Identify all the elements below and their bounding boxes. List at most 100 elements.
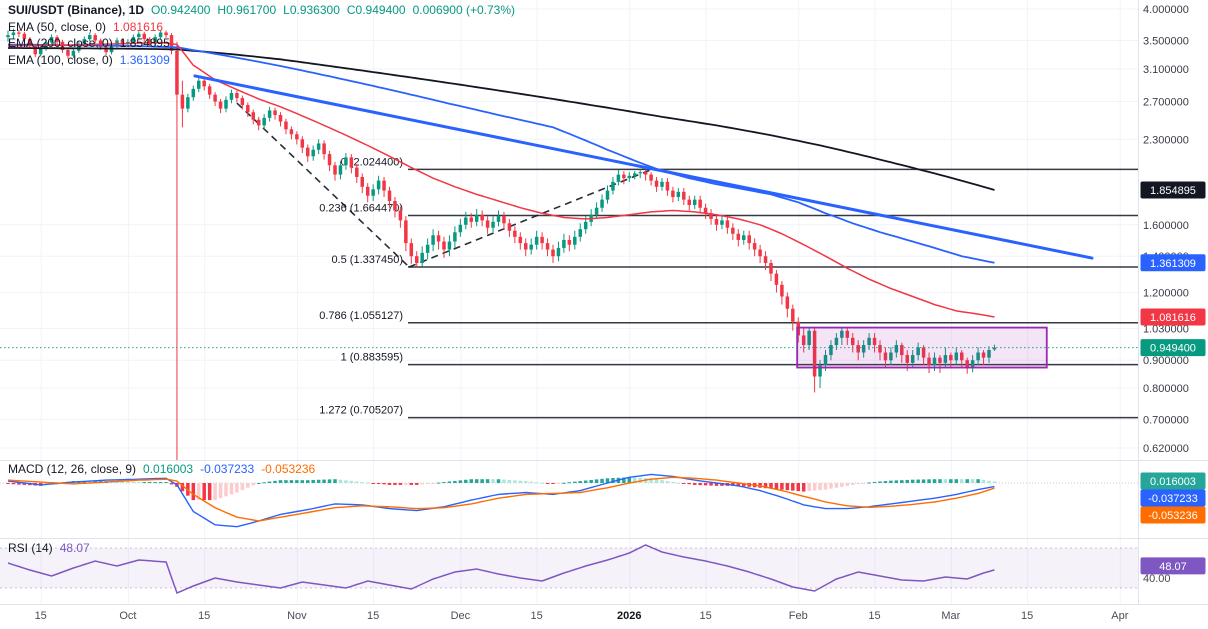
price-axis[interactable]: 4.000000 3.500000 3.100000 2.700000 2.300000… (1140, 4, 1206, 585)
macd-hist-bar (812, 483, 817, 491)
indicator-line (8, 47, 995, 191)
trendline[interactable] (193, 74, 1094, 260)
candle-body (524, 243, 528, 250)
candle-body (6, 35, 10, 38)
price-tick-label: 1.200000 (1143, 288, 1189, 300)
candle-body (322, 143, 326, 155)
macd-hist-bar (894, 480, 899, 483)
macd-hist-bar (589, 479, 593, 483)
candle-body (867, 337, 871, 346)
macd-hist-bar (649, 478, 653, 483)
macd-hist-bar (529, 481, 533, 483)
macd-hist-bar (267, 481, 272, 483)
macd-hist-bar (295, 480, 299, 483)
macd-hist-bar (551, 483, 555, 484)
rsi-legend-row[interactable]: RSI (14) 48.07 (8, 541, 90, 555)
candle-body (742, 235, 746, 240)
macd-hist-bar (742, 483, 746, 487)
candle-body (218, 101, 223, 109)
macd-hist-bar (158, 482, 163, 484)
macd-hist-bar (393, 483, 397, 485)
symbol-legend-row[interactable]: SUI/USDT (Binance), 1D O0.942400 H0.9617… (8, 3, 515, 17)
macd-hist-bar (387, 483, 392, 485)
candle-body (834, 337, 839, 346)
axis-badge: 1.854895 (1140, 181, 1206, 199)
candle-body (104, 47, 108, 53)
ema200-legend-row[interactable]: EMA (200, close, 0) 1.854895 (8, 36, 170, 50)
axis-badge: -0.053236 (1140, 506, 1206, 524)
candle-body (376, 180, 381, 190)
macd-hist-bar (11, 483, 16, 485)
candle-body (556, 247, 561, 257)
dashed-trendline[interactable] (236, 102, 410, 268)
axis-badge: -0.037233 (1140, 489, 1206, 507)
macd-signal-value: -0.053236 (261, 462, 316, 476)
candle-body (338, 165, 343, 175)
macd-hist-bar (807, 483, 811, 492)
macd-hist-bar (878, 481, 882, 483)
axis-badge: 0.949400 (1140, 339, 1206, 357)
candle-body (284, 121, 288, 130)
macd-hist-bar (502, 479, 506, 483)
macd-hist-bar (251, 483, 255, 486)
candle-body (578, 229, 582, 237)
macd-hist-bar (513, 480, 517, 483)
candle-body (360, 176, 364, 187)
macd-hist-bar (594, 479, 599, 483)
candle-body (829, 345, 833, 356)
time-axis[interactable]: 15 Oct 15 Nov 15 Dec 15 2026 15 Feb 15 Mar 15 Apr (35, 610, 1129, 622)
candle-body (878, 345, 882, 353)
fib-label: 1.272 (0.705207) (319, 405, 403, 417)
candle-body (278, 115, 283, 122)
candle-body (981, 352, 986, 358)
time-tick-label: Feb (789, 610, 808, 622)
candle-body (791, 308, 795, 322)
svg-text:1.081616: 1.081616 (1150, 312, 1196, 324)
symbol-title[interactable]: SUI/USDT (Binance), 1D (8, 3, 145, 17)
candle-body (77, 43, 81, 51)
candle-body (453, 232, 457, 242)
macd-hist-bar (142, 482, 146, 484)
macd-hist-bar (605, 478, 610, 483)
macd-hist-bar (791, 483, 795, 491)
macd-hist-bar (600, 478, 604, 483)
candle-body (355, 167, 359, 177)
macd-hist-bar (829, 483, 833, 489)
macd-pane (0, 473, 1138, 528)
rsi-value: 48.07 (59, 541, 90, 555)
ema100-legend-row[interactable]: EMA (100, close, 0) 1.361309 (8, 53, 170, 67)
macd-hist-bar (507, 479, 512, 483)
macd-hist-bar (840, 483, 844, 487)
indicator-line (7, 41, 995, 318)
candle-body (415, 256, 419, 264)
candle-body (845, 330, 850, 338)
axis-badge: 1.081616 (1140, 308, 1206, 326)
macd-hist-bar (360, 482, 364, 484)
time-tick-label: Nov (287, 610, 307, 622)
candle-body (425, 244, 430, 253)
fib-label: 1 (0.883595) (341, 352, 403, 364)
price-tick-label: 3.500000 (1143, 35, 1189, 47)
ema50-legend-row[interactable]: EMA (50, close, 0) 1.081616 (8, 20, 163, 34)
candle-body (267, 110, 272, 118)
macd-hist-bar (137, 482, 141, 484)
candle-body (583, 221, 588, 230)
macd-hist-bar (202, 483, 206, 501)
candle-body (502, 216, 506, 224)
macd-hist-bar (769, 483, 773, 489)
macd-hist-bar (415, 483, 419, 485)
price-tick-label: 0.700000 (1143, 414, 1189, 426)
rsi-pane (0, 544, 1138, 595)
macd-hist-bar (311, 479, 315, 483)
time-tick-label: 15 (699, 610, 711, 622)
macd-hist-bar (801, 483, 806, 492)
macd-legend-row[interactable]: MACD (12, 26, close, 9) 0.016003 -0.0372… (8, 462, 315, 476)
candle-body (311, 149, 315, 157)
macd-hist-bar (365, 482, 370, 484)
candle-body (801, 335, 806, 346)
macd-hist-bar (306, 480, 310, 483)
candle-body (883, 352, 888, 361)
macd-hist-bar (910, 479, 915, 483)
macd-hist-bar (889, 480, 893, 483)
